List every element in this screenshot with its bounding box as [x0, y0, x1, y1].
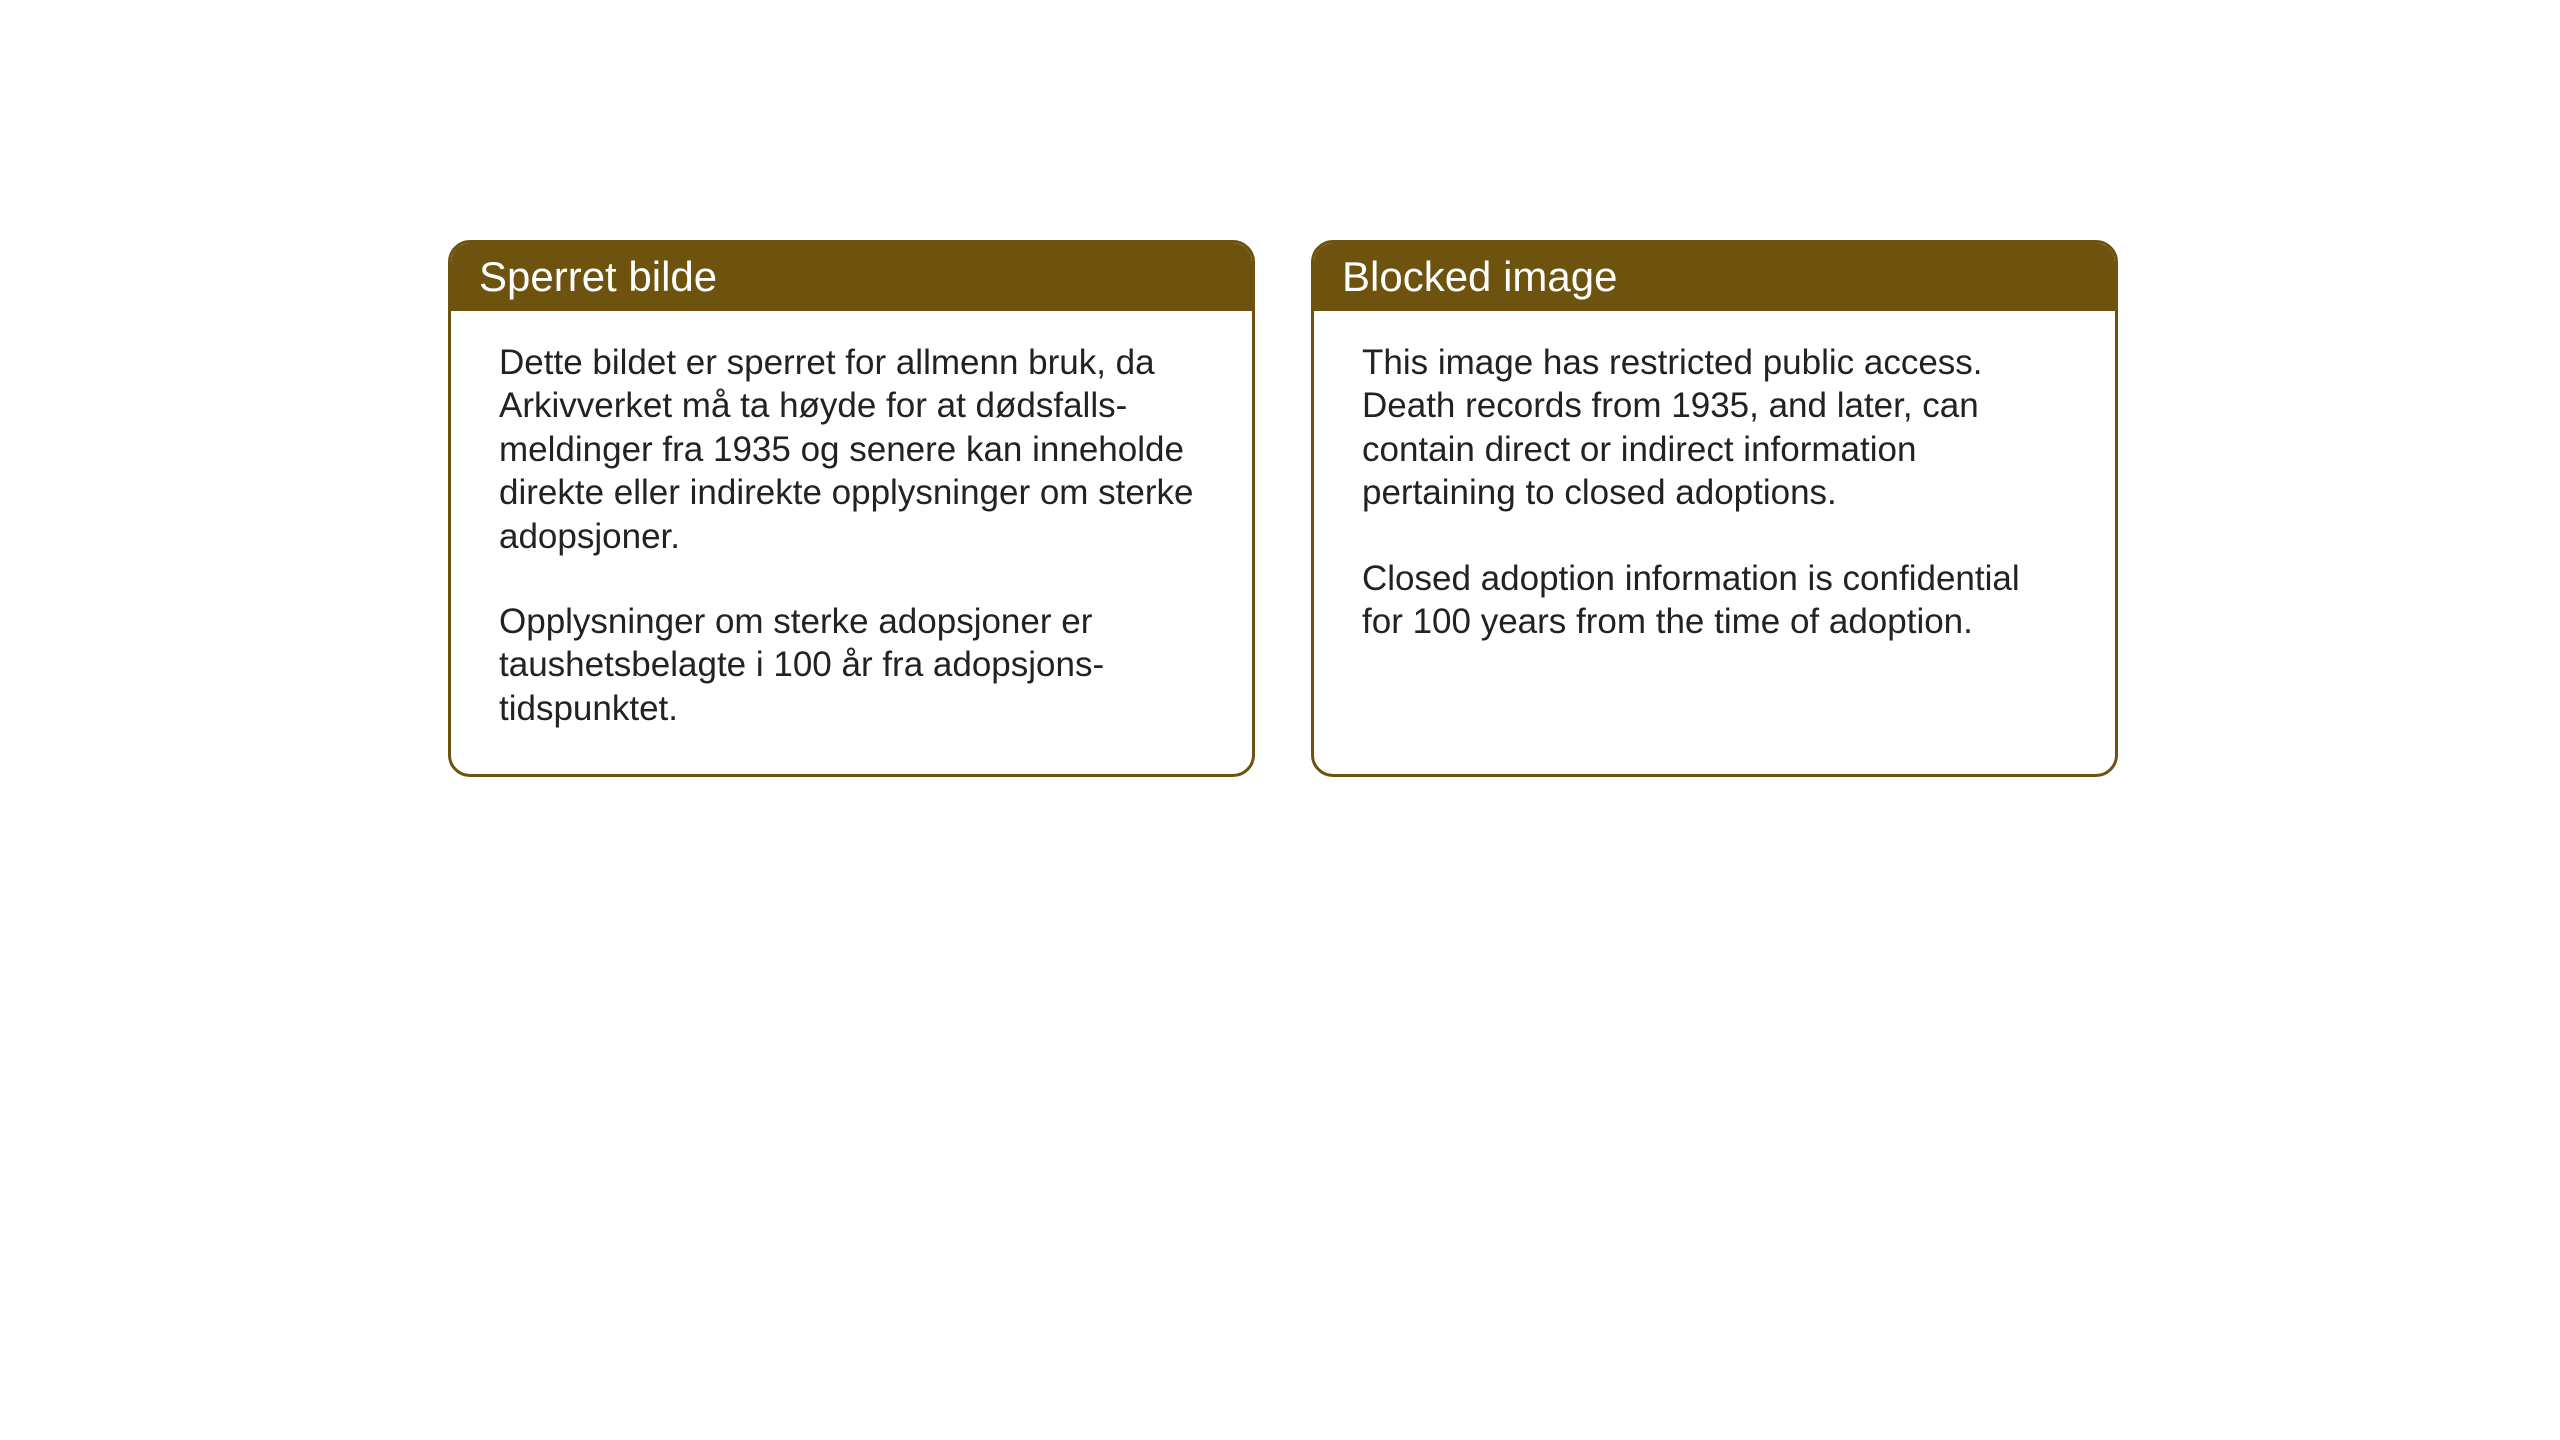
card-title: Blocked image	[1342, 253, 1617, 300]
card-paragraph-2: Closed adoption information is confident…	[1362, 557, 2067, 644]
card-header: Blocked image	[1314, 243, 2115, 311]
notice-container: Sperret bilde Dette bildet er sperret fo…	[448, 240, 2118, 777]
notice-card-english: Blocked image This image has restricted …	[1311, 240, 2118, 777]
card-body: Dette bildet er sperret for allmenn bruk…	[451, 311, 1252, 774]
notice-card-norwegian: Sperret bilde Dette bildet er sperret fo…	[448, 240, 1255, 777]
card-body: This image has restricted public access.…	[1314, 311, 2115, 687]
card-paragraph-1: Dette bildet er sperret for allmenn bruk…	[499, 341, 1204, 558]
card-header: Sperret bilde	[451, 243, 1252, 311]
card-title: Sperret bilde	[479, 253, 717, 300]
card-paragraph-1: This image has restricted public access.…	[1362, 341, 2067, 515]
card-paragraph-2: Opplysninger om sterke adopsjoner er tau…	[499, 600, 1204, 730]
